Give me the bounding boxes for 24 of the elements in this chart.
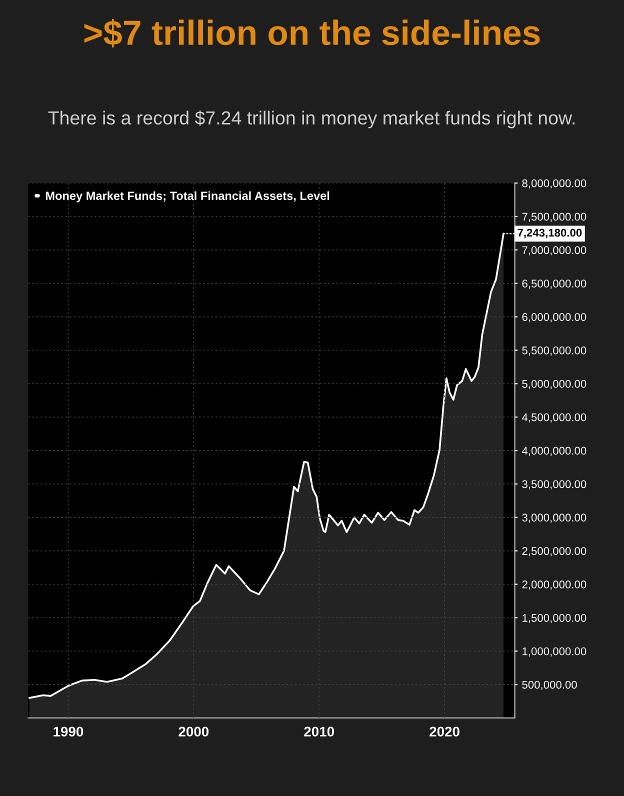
y-tick-label: 3,500,000.00	[522, 480, 586, 490]
y-tick-label: 5,000,000.00	[522, 380, 586, 390]
y-tick-label: 1,500,000.00	[522, 614, 586, 624]
y-tick-label: 7,500,000.00	[522, 212, 586, 222]
y-tick-label: 2,500,000.00	[522, 547, 586, 556]
legend-label: Money Market Funds; Total Financial Assets, Level	[46, 191, 330, 202]
y-tick-label: 500,000.00	[522, 680, 577, 690]
y-tick-label: 3,000,000.00	[522, 514, 586, 523]
x-tick-label: 1990	[54, 726, 84, 737]
x-tick-label: 2020	[430, 726, 460, 737]
y-tick-label: 1,000,000.00	[522, 647, 586, 657]
chart-subtitle: There is a record $7.24 trillion in money market funds right now.	[48, 110, 574, 128]
y-tick-label: 4,000,000.00	[522, 446, 586, 456]
y-tick-label: 7,000,000.00	[522, 246, 586, 256]
y-tick-label: 6,000,000.00	[522, 313, 586, 322]
annotation: 7,243,180.00	[518, 228, 582, 238]
x-tick-label: 2000	[178, 726, 209, 737]
y-tick-label: 5,500,000.00	[522, 346, 586, 356]
y-tick-label: 4,500,000.00	[522, 413, 586, 423]
chart-title: >$7 trillion on the side-lines	[84, 19, 540, 48]
x-tick-label: 2010	[304, 726, 334, 737]
y-tick-label: 2,000,000.00	[522, 580, 586, 590]
y-tick-label: 6,500,000.00	[522, 280, 586, 289]
y-tick-label: 8,000,000.00	[522, 179, 586, 189]
